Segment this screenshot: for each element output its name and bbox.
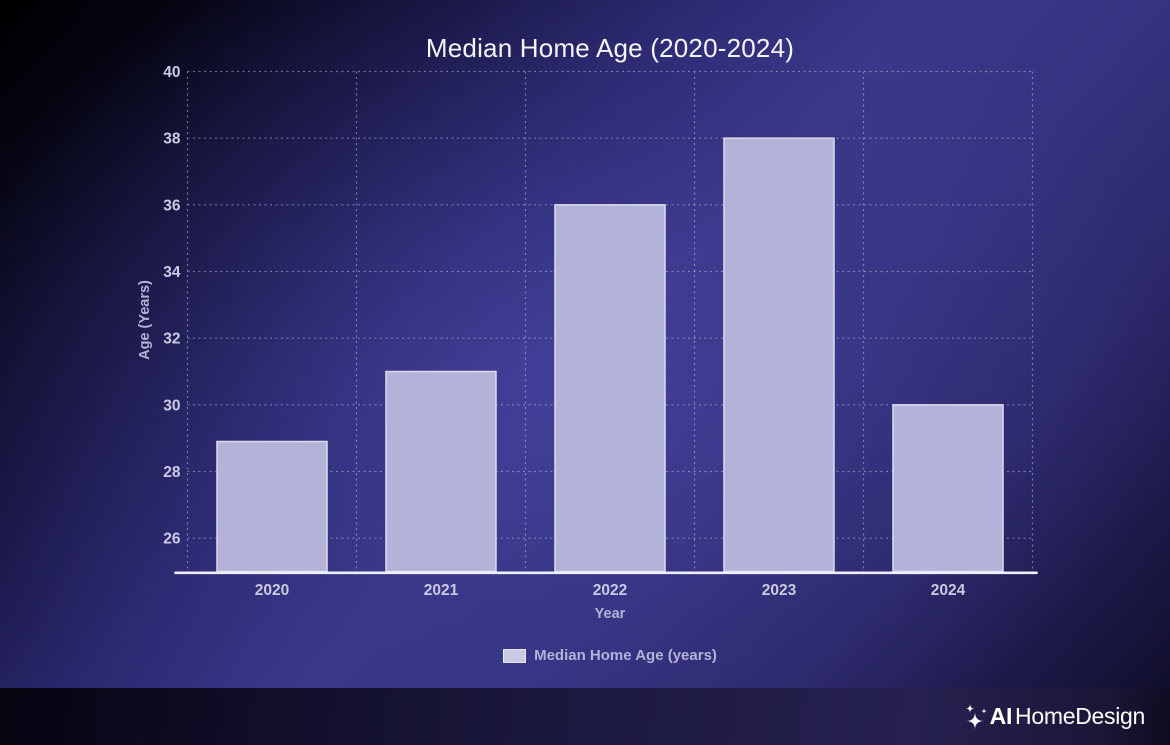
bar-chart: Median Home Age (2020-2024) 26 28 30 32 34 36…	[137, 33, 1038, 664]
y-tick-label: 34	[163, 264, 181, 281]
bar-2024	[892, 404, 1004, 573]
legend: Median Home Age (years)	[187, 647, 1033, 664]
y-axis-label: Age (Years)	[137, 280, 153, 360]
ai-homedesign-logo: AI HomeDesign	[964, 702, 1145, 732]
y-tick-label: 28	[163, 464, 181, 481]
bar-2023	[723, 137, 835, 573]
x-tick-label: 2021	[424, 582, 459, 599]
legend-swatch-icon	[503, 648, 527, 663]
y-tick-label: 30	[163, 397, 180, 414]
x-tick-label: 2023	[762, 582, 797, 599]
chart-plot-area: 26 28 30 32 34 36 38 40 2020 2021 2022 2023 2024	[163, 64, 1038, 599]
chart-title: Median Home Age (2020-2024)	[425, 33, 795, 63]
y-tick-label: 32	[163, 331, 180, 348]
x-axis-label: Year	[594, 606, 626, 622]
logo-text-ai: AI	[989, 703, 1013, 729]
x-tick-label: 2020	[255, 582, 289, 599]
x-tick-label: 2022	[593, 582, 627, 599]
y-tick-label: 40	[163, 64, 180, 81]
y-tick-label: 26	[163, 531, 181, 548]
bar-2021	[385, 370, 497, 573]
bar-2020	[216, 440, 328, 573]
y-tick-label: 38	[163, 131, 181, 148]
bar-2022	[554, 204, 666, 573]
logo-text-homedesign: HomeDesign	[1015, 703, 1145, 729]
y-tick-label: 36	[163, 197, 181, 214]
x-tick-label: 2024	[931, 582, 966, 599]
legend-label: Median Home Age (years)	[534, 647, 717, 664]
footer-bar: AI HomeDesign	[0, 688, 1170, 745]
sparkles-icon	[964, 702, 988, 732]
